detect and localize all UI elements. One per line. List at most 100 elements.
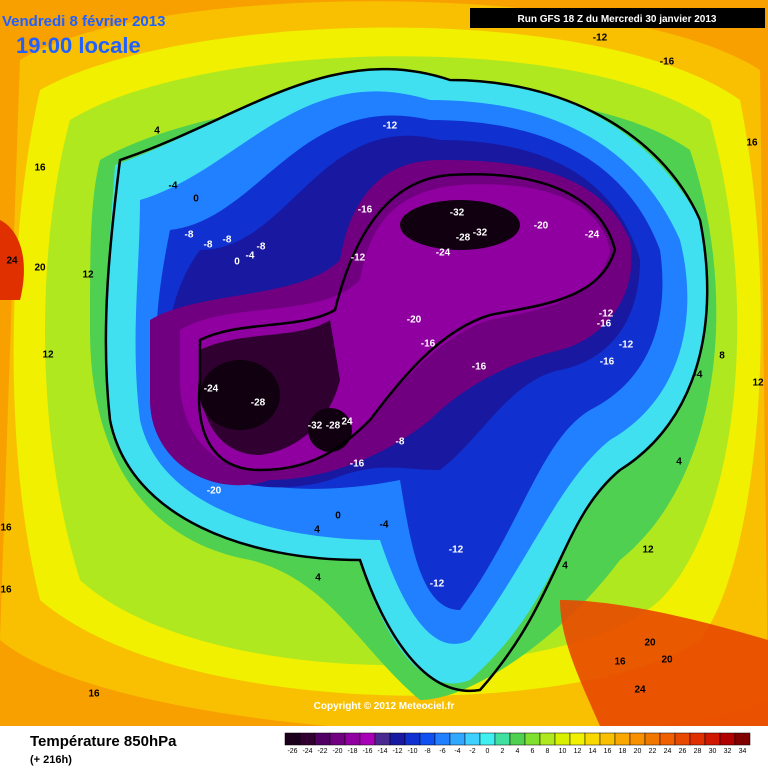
legend-swatch (449, 732, 466, 746)
legend-swatch (329, 732, 346, 746)
contour-label: 8 (719, 351, 725, 362)
contour-label: -16 (597, 319, 612, 330)
legend-tick-label: 26 (679, 748, 687, 755)
legend-swatch (494, 732, 511, 746)
legend-swatch (359, 732, 376, 746)
legend-swatch (599, 732, 616, 746)
legend-tick-label: -22 (317, 748, 327, 755)
contour-label: 16 (34, 163, 46, 174)
legend-tick-label: -4 (454, 748, 460, 755)
legend-tick-label: -14 (377, 748, 387, 755)
legend-swatch (404, 732, 421, 746)
lead-time: (+ 216h) (30, 754, 72, 766)
legend-swatch (464, 732, 481, 746)
legend-tick-label: -24 (302, 748, 312, 755)
contour-label: -16 (350, 459, 365, 470)
footer-title: Température 850hPa (30, 733, 177, 750)
legend-swatch (419, 732, 436, 746)
contour-label: -12 (599, 309, 614, 320)
legend-tick-label: 24 (664, 748, 672, 755)
contour-label: 16 (746, 138, 758, 149)
date: Vendredi 8 février 2013 (2, 13, 165, 30)
run-info: Run GFS 18 Z du Mercredi 30 janvier 2013 (518, 14, 717, 25)
contour-label: 12 (642, 545, 654, 556)
legend-swatch (434, 732, 451, 746)
legend-swatch (314, 732, 331, 746)
contour-label: -16 (472, 362, 487, 373)
legend-swatch (299, 732, 316, 746)
legend-tick-label: -26 (287, 748, 297, 755)
contour-label: -8 (223, 235, 232, 246)
contour-label: -12 (383, 121, 398, 132)
contour-label: 20 (34, 263, 46, 274)
contour-label: -8 (204, 240, 213, 251)
legend-swatch (539, 732, 556, 746)
contour-label: -28 (326, 421, 341, 432)
legend-swatch (674, 732, 691, 746)
legend-swatch (569, 732, 586, 746)
legend-swatch (554, 732, 571, 746)
contour-label: -8 (257, 242, 266, 253)
contour-label: -16 (660, 57, 675, 68)
legend-tick-label: 0 (486, 748, 490, 755)
contour-label: -20 (534, 221, 549, 232)
contour-label: -4 (694, 370, 703, 381)
contour-label: -24 (585, 230, 600, 241)
legend-swatch (509, 732, 526, 746)
legend-tick-label: -6 (439, 748, 445, 755)
contour-label: -12 (593, 33, 608, 44)
contour-label: -24 (436, 248, 451, 259)
legend-tick-label: 22 (649, 748, 657, 755)
contour-label: 20 (661, 655, 673, 666)
contour-label: 20 (644, 638, 656, 649)
contour-label: 16 (0, 585, 12, 596)
legend-swatch (284, 732, 301, 746)
legend-tick-label: 18 (619, 748, 627, 755)
contour-label: -20 (207, 486, 222, 497)
color-legend: -26 -24 -22 -20 -18 -16 -14 -12 -10 -8 -6 -4 -2 0 2 4 6 8… (284, 732, 751, 755)
legend-swatch (629, 732, 646, 746)
legend-tick-label: 20 (634, 748, 642, 755)
contour-label: 16 (88, 689, 100, 700)
legend-tick-label: 2 (501, 748, 505, 755)
legend-swatch (614, 732, 631, 746)
legend-tick-label: 34 (739, 748, 747, 755)
contour-label: 0 (193, 194, 199, 205)
contour-label: 4 (314, 525, 320, 536)
legend-swatch (524, 732, 541, 746)
legend-tick-label: 12 (574, 748, 582, 755)
contour-label: 0 (234, 257, 240, 268)
time: 19:00 locale (16, 33, 141, 58)
contour-label: -32 (473, 228, 488, 239)
contour-label: -4 (246, 251, 255, 262)
contour-label: -12 (351, 253, 366, 264)
legend-tick-label: -18 (347, 748, 357, 755)
contour-label: -8 (396, 437, 405, 448)
contour-label: -12 (430, 579, 445, 590)
contour-label: -4 (380, 520, 389, 531)
legend-swatch (644, 732, 661, 746)
contour-label: -32 (308, 421, 323, 432)
contour-label: 16 (614, 657, 626, 668)
contour-label: -28 (251, 398, 266, 409)
map-fields (0, 0, 768, 734)
legend-swatch (584, 732, 601, 746)
contour-label: 4 (676, 457, 682, 468)
contour-label: -16 (421, 339, 436, 350)
contour-label: -24 (204, 384, 219, 395)
legend-tick-label: -2 (469, 748, 475, 755)
legend-tick-label: -10 (407, 748, 417, 755)
copyright: Copyright © 2012 Meteociel.fr (314, 701, 455, 712)
contour-label: 16 (0, 523, 12, 534)
legend-swatch (389, 732, 406, 746)
contour-lines (104, 67, 709, 693)
contour-label: 4 (154, 126, 160, 137)
contour-label: 24 (634, 685, 646, 696)
legend-tick-label: 28 (694, 748, 702, 755)
contour-label: -16 (600, 357, 615, 368)
legend-tick-label: 6 (531, 748, 535, 755)
contour-label: -12 (619, 340, 634, 351)
legend-tick-label: -16 (362, 748, 372, 755)
legend-swatch (719, 732, 736, 746)
